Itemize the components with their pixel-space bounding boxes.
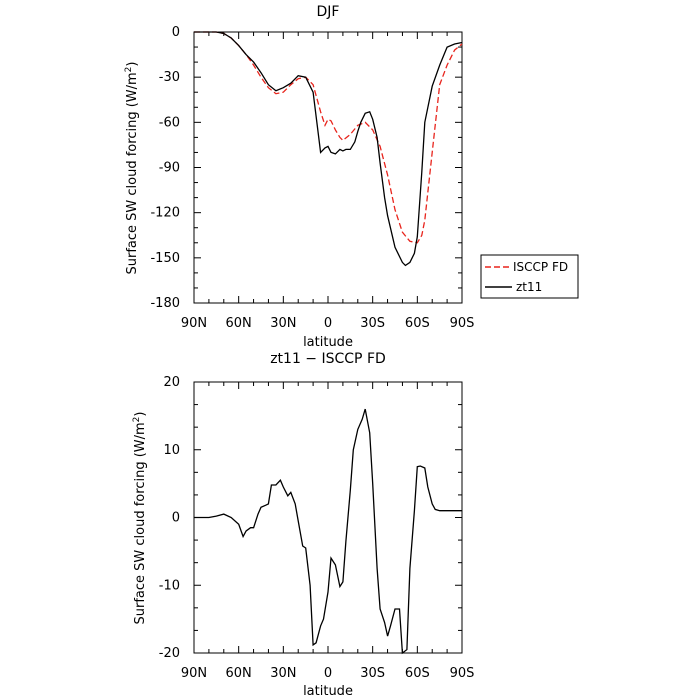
x-tick-label: 90N (181, 316, 207, 331)
series-group (194, 408, 462, 655)
y-axis-title-sup: 2 (124, 67, 134, 73)
series-line-a (194, 408, 462, 655)
y-axis: 0 -30 -60 -90 -120 -150 -180 (150, 25, 462, 311)
y-tick-label: -150 (150, 251, 180, 266)
series-line-b (194, 31, 463, 267)
y-tick-label: 0 (172, 511, 180, 526)
x-tick-label: 60N (226, 316, 252, 331)
y-tick-label: -10 (159, 578, 180, 593)
legend-box (480, 254, 579, 299)
y-tick-label: -90 (159, 161, 180, 176)
y-tick-label: -30 (159, 70, 180, 85)
y-tick-label: 20 (163, 375, 180, 390)
y-axis-title-main: Surface SW cloud forcing (W/m (133, 422, 148, 624)
y-tick-label: -120 (150, 206, 180, 221)
chart-title: zt11 − ISCCP FD (270, 351, 386, 367)
x-tick-label: 0 (324, 666, 332, 681)
x-axis-title: latitude (303, 335, 353, 350)
y-tick-label: 0 (172, 25, 180, 40)
y-tick-label: -20 (159, 646, 180, 661)
y-axis-title-close: ) (133, 412, 148, 417)
x-tick-label: 30N (270, 666, 296, 681)
chart-difference: zt11 − ISCCP FD 20 10 0 -10 -20 90N 60N 30N 0 30… (132, 351, 474, 699)
chart-title: DJF (317, 4, 340, 20)
series-group (194, 31, 463, 267)
x-tick-label: 30S (360, 666, 385, 681)
x-tick-label: 90S (450, 316, 475, 331)
x-tick-label: 90N (181, 666, 207, 681)
y-axis-title-main: Surface SW cloud forcing (W/m (125, 72, 140, 274)
x-axis-title: latitude (303, 684, 353, 699)
x-tick-label: 30S (360, 316, 385, 331)
x-tick-label: 60S (405, 666, 430, 681)
y-tick-label: -180 (150, 296, 180, 311)
x-tick-label: 30N (270, 316, 296, 331)
x-tick-label: 0 (324, 316, 332, 331)
chart-djf: DJF 0 -30 -60 -90 -120 -150 -180 90N 60N 30N 0 30S… (124, 4, 474, 350)
x-tick-label: 60N (226, 666, 252, 681)
y-tick-label: 10 (163, 443, 180, 458)
y-axis-title-sup: 2 (132, 417, 142, 423)
plot-frame (193, 381, 463, 654)
legend-label-isccp: ISCCP FD (513, 260, 568, 274)
legend: ISCCP FD zt11 (480, 254, 579, 299)
legend-label-zt11: zt11 (516, 280, 542, 294)
y-axis-title-close: ) (125, 62, 140, 67)
series-line-a (194, 31, 463, 244)
x-tick-label: 60S (405, 316, 430, 331)
x-axis: 90N 60N 30N 0 30S 60S 90S (181, 382, 475, 681)
y-tick-label: -60 (159, 115, 180, 130)
y-axis-title: Surface SW cloud forcing (W/m2) (124, 62, 140, 275)
x-axis: 90N 60N 30N 0 30S 60S 90S (181, 32, 475, 331)
y-axis: 20 10 0 -10 -20 (159, 375, 462, 661)
x-tick-label: 90S (450, 666, 475, 681)
y-axis-title: Surface SW cloud forcing (W/m2) (132, 412, 148, 625)
